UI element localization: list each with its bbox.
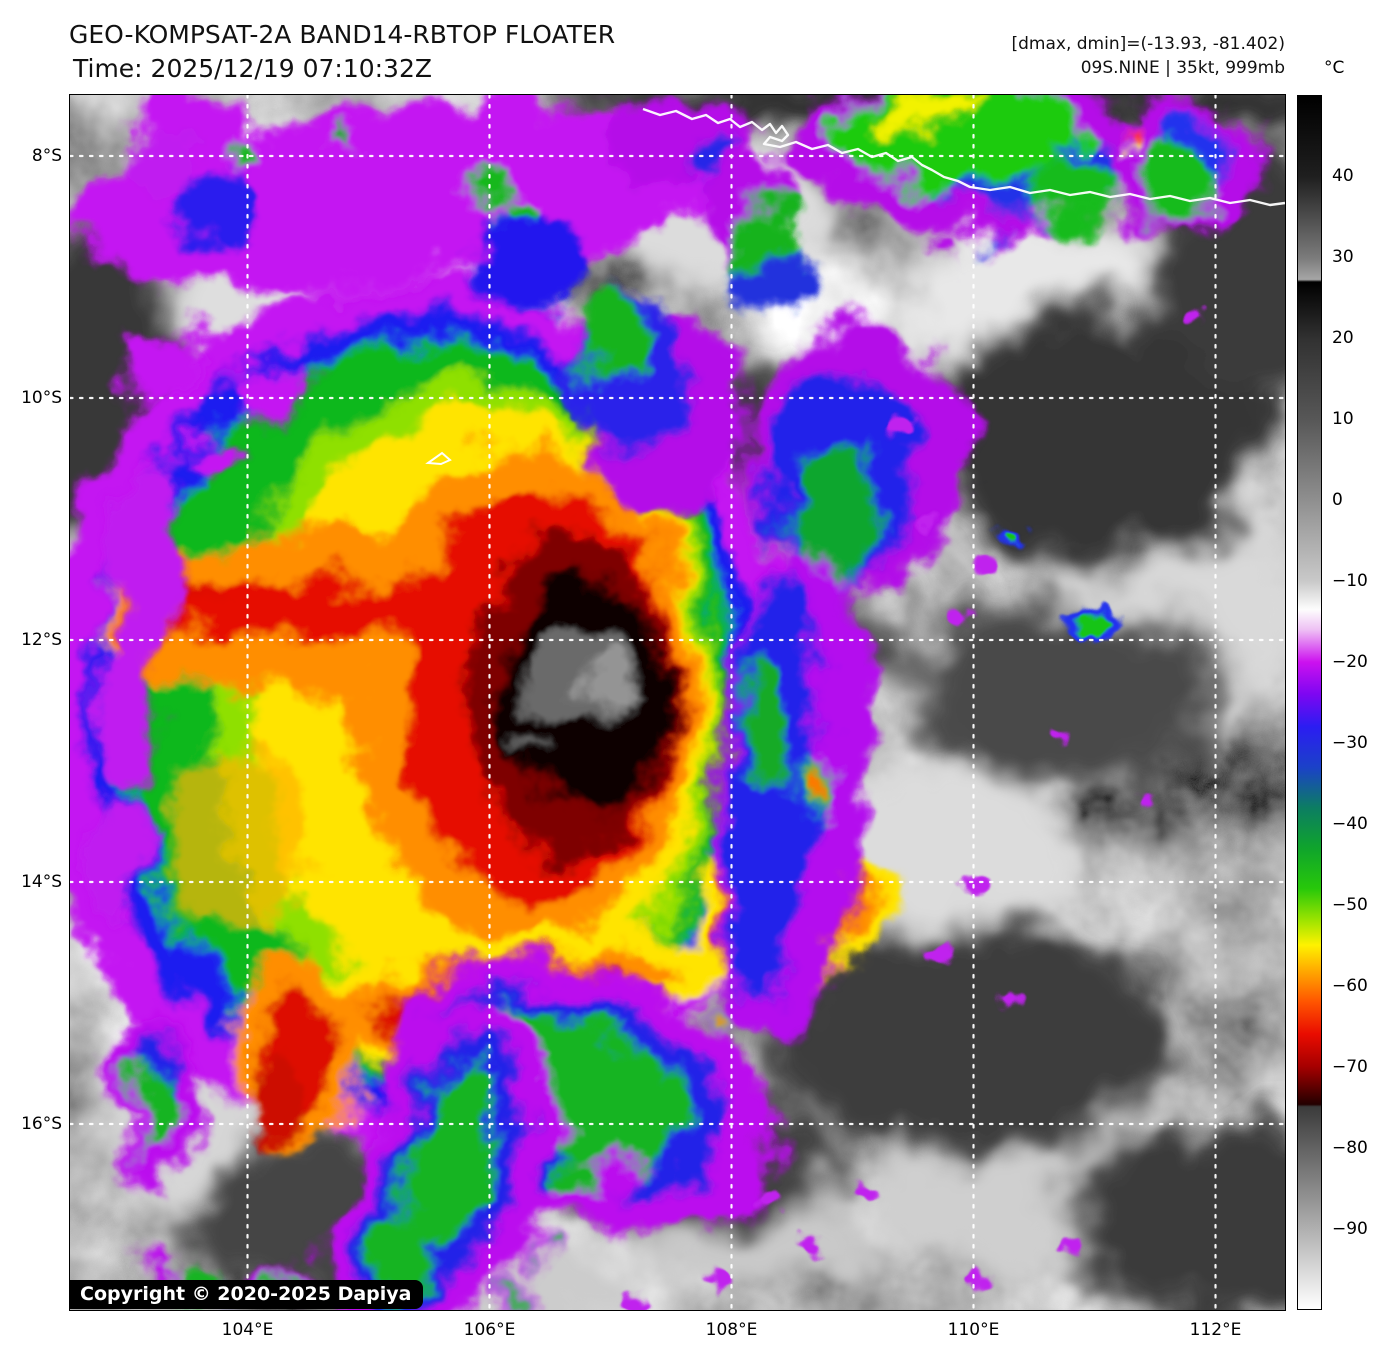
storm-center-marker [425, 451, 452, 466]
colorbar-tick-label: −40 [1332, 814, 1368, 834]
colorbar-tick-label: 0 [1332, 490, 1343, 510]
warm-spot [520, 637, 642, 749]
colorbar [1297, 95, 1322, 1310]
lon-tick-label: 108°E [705, 1320, 758, 1340]
lat-tick-label: 12°S [21, 630, 62, 650]
timestamp: Time: 2025/12/19 07:10:32Z [73, 54, 432, 83]
colorbar-tick-label: −90 [1332, 1219, 1368, 1239]
lon-tick-label: 110°E [947, 1320, 1000, 1340]
colorbar-tick-label: 30 [1332, 247, 1354, 267]
lat-tick-label: 16°S [21, 1114, 62, 1134]
lon-tick-label: 104°E [221, 1320, 274, 1340]
lon-tick-label: 112°E [1189, 1320, 1242, 1340]
northern-cold-band [70, 95, 1260, 915]
lat-tick-label: 10°S [21, 388, 62, 408]
cold-cloud-patches [572, 288, 970, 1040]
map-canvas [69, 94, 1286, 1311]
lat-tick-label: 8°S [31, 146, 62, 166]
colorbar-unit-label: °C [1324, 58, 1345, 78]
coastline [642, 107, 1285, 207]
colorbar-tick-label: −70 [1332, 1057, 1368, 1077]
colorbar-tick-label: −50 [1332, 895, 1368, 915]
colorbar-tick-label: −60 [1332, 976, 1368, 996]
lon-tick-label: 106°E [463, 1320, 516, 1340]
gridlines [70, 95, 1285, 1310]
colorbar-tick-label: −10 [1332, 571, 1368, 591]
annotation-dmax-dmin: [dmax, dmin]=(-13.93, -81.402) [1011, 34, 1286, 54]
scattered-speckles [618, 310, 1200, 1310]
colorbar-tick-label: −30 [1332, 733, 1368, 753]
page-title: GEO-KOMPSAT-2A BAND14-RBTOP FLOATER [69, 20, 616, 49]
lat-tick-label: 14°S [21, 872, 62, 892]
colorbar-tick-label: 20 [1332, 328, 1354, 348]
colorbar-tick-label: −20 [1332, 652, 1368, 672]
colorbar-tick-label: −80 [1332, 1138, 1368, 1158]
copyright-badge: Copyright © 2020-2025 Dapiya [70, 1280, 424, 1309]
southern-band [113, 957, 779, 1310]
satellite-image [70, 95, 1285, 1310]
annotation-block: [dmax, dmin]=(-13.93, -81.402) 09S.NINE … [1012, 32, 1286, 80]
colorbar-tick-label: 10 [1332, 409, 1354, 429]
colorbar-tick-label: 40 [1332, 166, 1354, 186]
annotation-storm-intensity: 09S.NINE | 35kt, 999mb [1080, 58, 1285, 78]
